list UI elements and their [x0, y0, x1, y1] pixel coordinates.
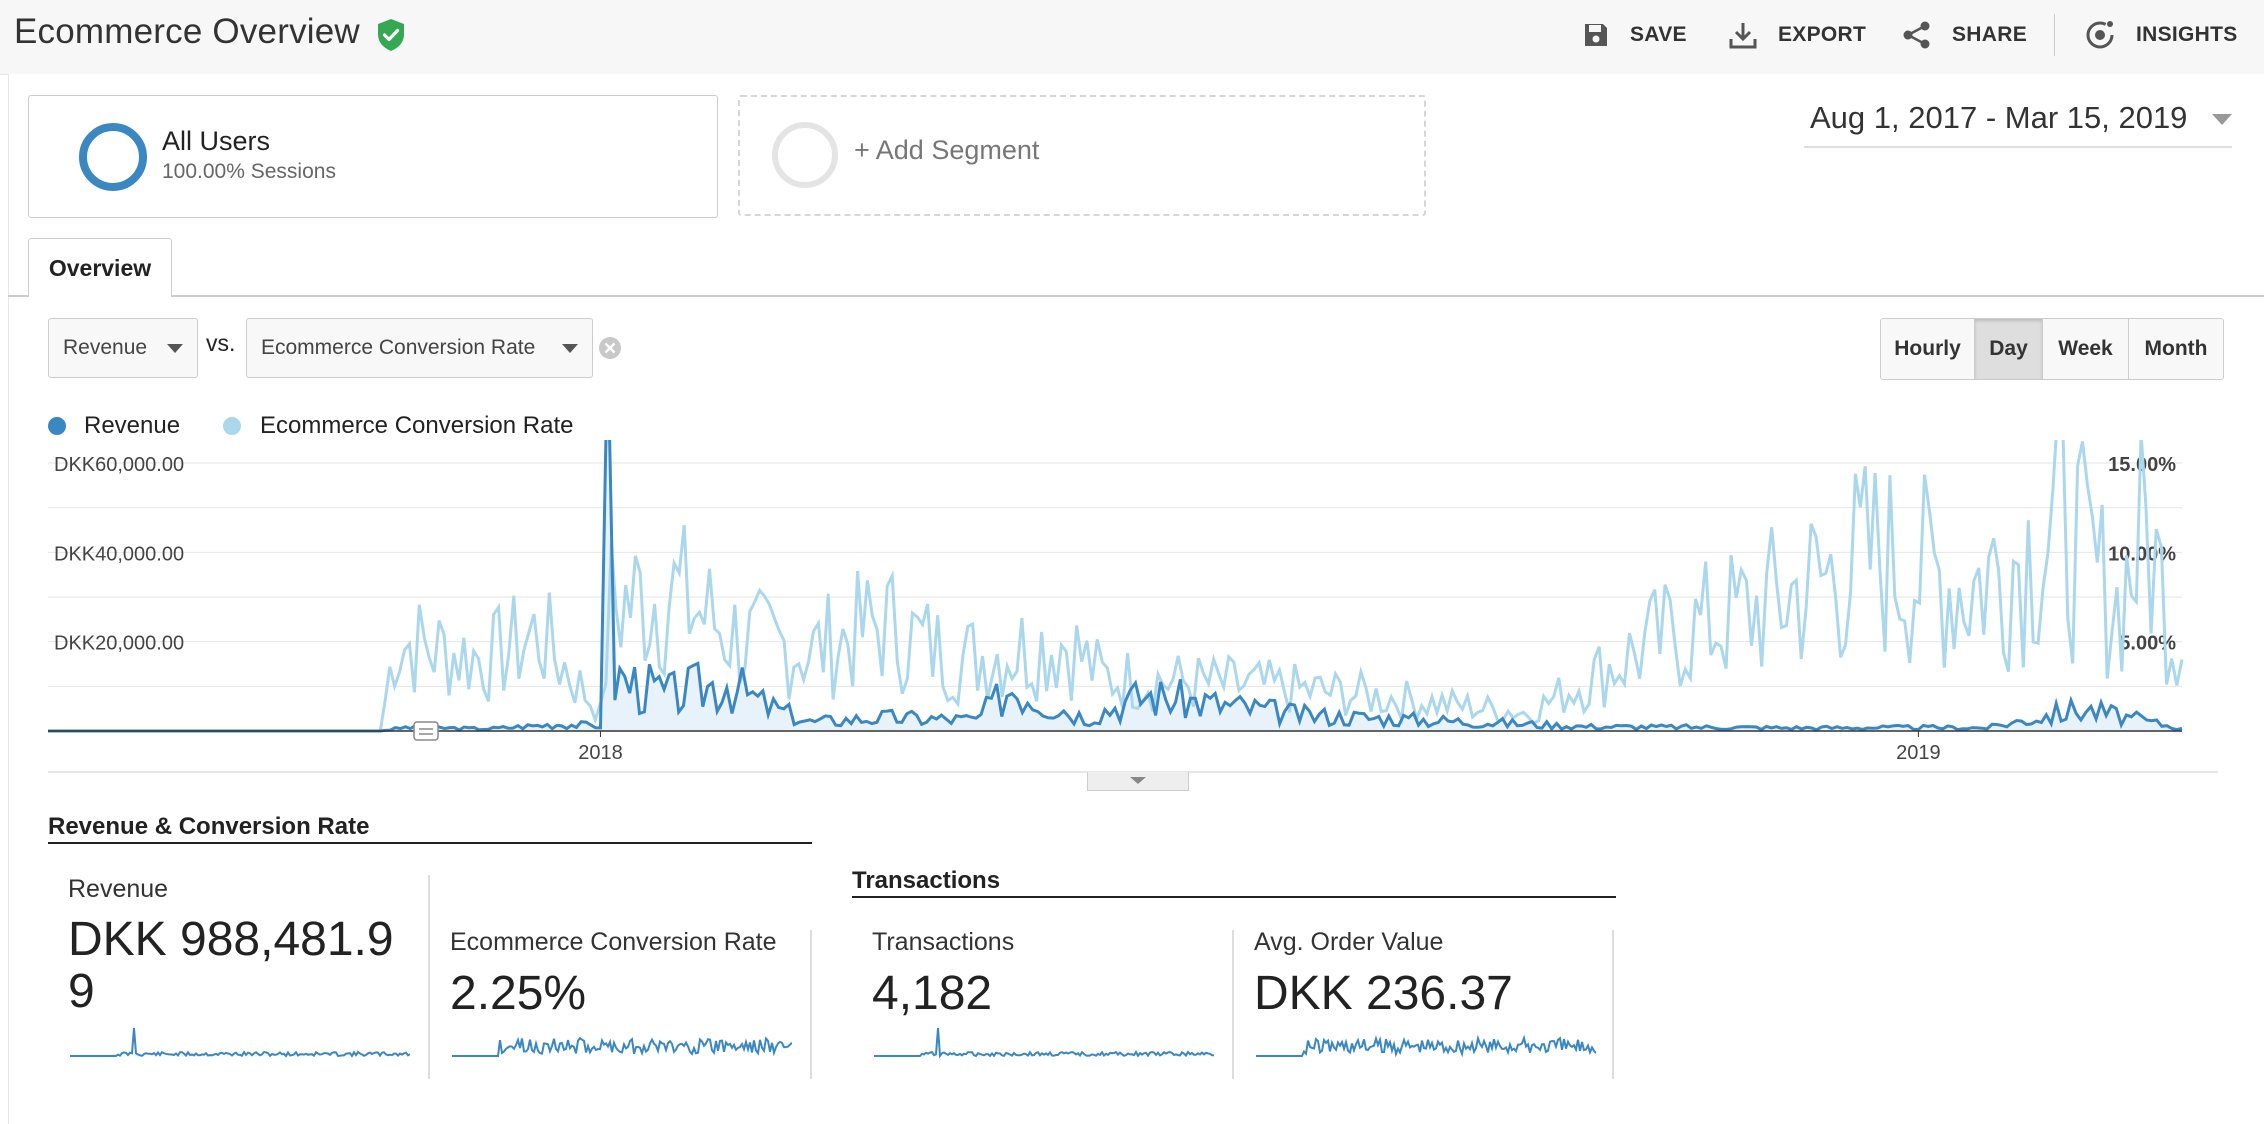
- legend-revenue-label: Revenue: [84, 412, 181, 439]
- y-axis-right-tick: 5.00%: [2119, 633, 2176, 655]
- primary-metric-dropdown[interactable]: Revenue: [48, 318, 198, 378]
- transactions-sparkline: [874, 1027, 1214, 1059]
- save-icon: [1585, 24, 1607, 46]
- chart-collapse-handle[interactable]: [1087, 772, 1189, 791]
- metric-label: Revenue: [68, 875, 169, 903]
- metric-divider: [428, 875, 430, 1079]
- revenue-series-line: [48, 440, 2183, 733]
- section-title: Transactions: [852, 867, 1001, 894]
- chevron-down-icon: [2212, 114, 2232, 125]
- x-axis-tick: 2018: [578, 742, 623, 764]
- metric-value: DKK 988,481.9 9: [68, 913, 394, 1018]
- chevron-down-icon: [1130, 777, 1146, 784]
- insights-icon: [2086, 21, 2114, 49]
- day-button[interactable]: Day: [1975, 319, 2043, 379]
- annotation-marker-icon: [413, 721, 439, 741]
- x-axis-tick: 2019: [1896, 742, 1941, 764]
- time-granularity-group: Hourly Day Week Month: [1880, 318, 2224, 380]
- metric-label: Ecommerce Conversion Rate: [450, 928, 777, 956]
- export-label: EXPORT: [1778, 23, 1867, 46]
- y-axis-left-tick: DKK40,000.00: [54, 543, 184, 565]
- metric-divider: [1612, 930, 1614, 1079]
- section-rule: [852, 896, 1616, 898]
- metric-label: Transactions: [872, 928, 1015, 956]
- metric-value: 2.25%: [450, 967, 587, 1020]
- secondary-metric-label: Ecommerce Conversion Rate: [261, 336, 536, 359]
- month-button[interactable]: Month: [2129, 319, 2223, 379]
- metric-value: DKK 236.37: [1254, 967, 1513, 1020]
- metric-divider: [1232, 930, 1234, 1079]
- segment-detail: 100.00% Sessions: [162, 160, 336, 183]
- segment-ring-icon: [79, 123, 147, 191]
- chevron-down-icon: [167, 344, 183, 353]
- primary-metric-label: Revenue: [63, 336, 148, 359]
- date-range-text: Aug 1, 2017 - Mar 15, 2019: [1810, 100, 2188, 135]
- revenue-sparkline: [70, 1027, 410, 1058]
- page-title: Ecommerce Overview: [14, 12, 360, 51]
- section-rule: [48, 842, 812, 844]
- y-axis-left-tick: DKK60,000.00: [54, 454, 184, 476]
- metric-divider: [810, 930, 812, 1079]
- chevron-down-icon: [562, 344, 578, 353]
- y-axis-right-tick: 10.00%: [2108, 543, 2176, 565]
- share-button[interactable]: SHARE: [1902, 0, 2027, 70]
- segment-name: All Users: [162, 126, 271, 156]
- tab-overview[interactable]: Overview: [28, 238, 172, 297]
- secondary-metric-dropdown[interactable]: Ecommerce Conversion Rate: [246, 318, 593, 378]
- y-axis-left-tick: DKK20,000.00: [54, 633, 184, 655]
- vs-label: vs.: [206, 330, 236, 356]
- save-label: SAVE: [1630, 23, 1687, 46]
- main-panel: [8, 74, 2264, 1124]
- conversion-series-line: [48, 440, 2184, 733]
- hourly-button[interactable]: Hourly: [1881, 319, 1975, 379]
- share-label: SHARE: [1952, 23, 2028, 46]
- download-icon: [1729, 23, 1757, 49]
- legend-revenue-dot: [48, 417, 66, 435]
- add-segment-button[interactable]: + Add Segment: [738, 95, 1426, 216]
- revenue-conversion-chart: DKK60,000.00DKK40,000.00DKK20,000.0015.0…: [48, 440, 2218, 773]
- export-button[interactable]: EXPORT: [1728, 0, 1866, 70]
- section-title: Revenue & Conversion Rate: [48, 813, 370, 840]
- verified-shield-icon: [378, 19, 404, 51]
- metric-value: 4,182: [872, 967, 993, 1020]
- legend-conversion-label: Ecommerce Conversion Rate: [260, 412, 574, 439]
- conversion-sparkline: [452, 1036, 792, 1057]
- add-segment-label: + Add Segment: [854, 135, 1040, 165]
- save-button[interactable]: SAVE: [1582, 0, 1687, 70]
- date-range-picker[interactable]: Aug 1, 2017 - Mar 15, 2019: [1804, 94, 2232, 148]
- segment-all-users[interactable]: All Users 100.00% Sessions: [28, 95, 718, 218]
- add-segment-ring-icon: [772, 122, 838, 188]
- insights-label: INSIGHTS: [2136, 23, 2238, 46]
- legend-conversion-dot: [223, 417, 241, 435]
- share-icon: [1903, 21, 1930, 49]
- remove-metric-icon[interactable]: [598, 336, 622, 360]
- avg-order-sparkline: [1256, 1034, 1596, 1058]
- metric-label: Avg. Order Value: [1254, 928, 1444, 956]
- toolbar-divider: [2054, 14, 2055, 56]
- insights-button[interactable]: INSIGHTS: [2084, 0, 2238, 70]
- tab-divider: [8, 295, 2264, 297]
- week-button[interactable]: Week: [2043, 319, 2129, 379]
